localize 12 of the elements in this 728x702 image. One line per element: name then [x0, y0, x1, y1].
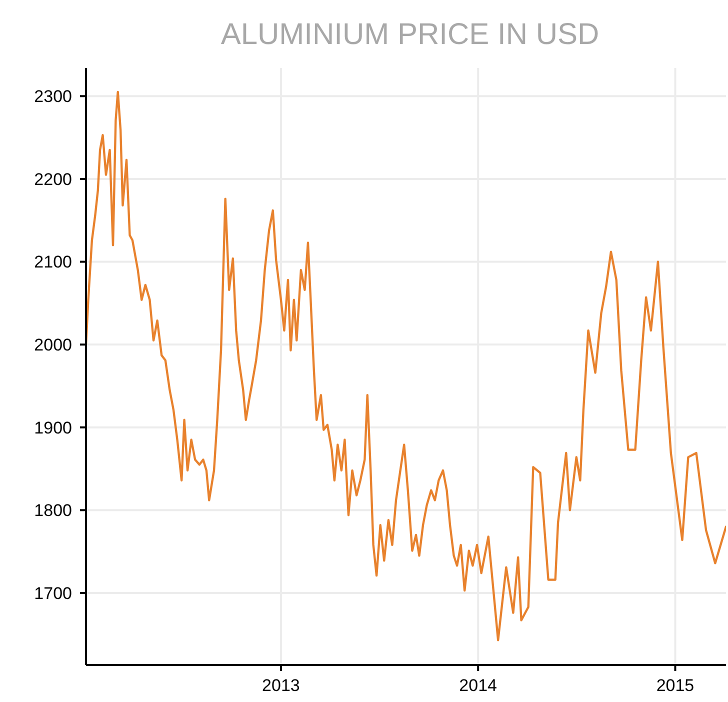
x-tick-label: 2014	[459, 676, 498, 695]
chart-title: ALUMINIUM PRICE IN USD	[220, 18, 600, 51]
x-tick-label: 2013	[262, 676, 300, 695]
y-tick-label: 2200	[34, 170, 72, 189]
x-tick-label: 2015	[656, 676, 694, 695]
y-tick-label: 2300	[34, 87, 72, 106]
y-tick-label: 2000	[34, 336, 72, 355]
y-tick-label: 1700	[34, 584, 72, 603]
y-tick-label: 1900	[34, 418, 72, 438]
y-tick-label: 1800	[34, 501, 72, 520]
y-tick-label: 2100	[34, 252, 72, 272]
line-series	[86, 90, 726, 642]
